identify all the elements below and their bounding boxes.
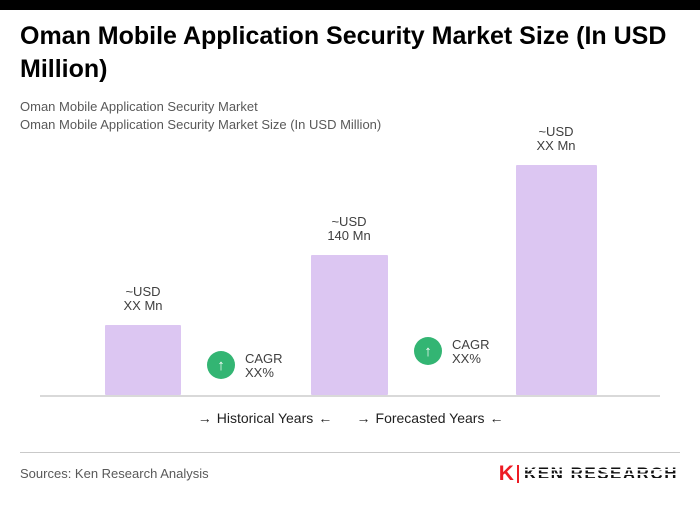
logo-text: KEN RESEARCH xyxy=(523,464,678,483)
chart-subtitle-size: Oman Mobile Application Security Market … xyxy=(20,117,382,132)
logo-wordmark: KEN RESEARCH xyxy=(523,464,679,484)
bar-value-label-current: ~USD 140 Mn xyxy=(327,214,371,243)
bar-value-label-historical: ~USD XX Mn xyxy=(123,284,163,313)
logo-separator xyxy=(516,465,519,483)
bar-current xyxy=(311,255,388,395)
right-arrow-icon: → xyxy=(197,410,212,426)
ken-research-logo: K KEN RESEARCH xyxy=(498,462,679,486)
left-arrow-icon: ← xyxy=(489,410,504,426)
forecasted-years-label: Forecasted Years xyxy=(375,410,485,426)
right-arrow-icon: → xyxy=(356,410,371,426)
bar-historical xyxy=(105,325,181,395)
cagr-up-arrow-icon-2: ↑ xyxy=(414,337,442,365)
chart-subtitle-market: Oman Mobile Application Security Market xyxy=(20,99,258,114)
footer-divider xyxy=(20,452,680,453)
zone-label-forecasted: → Forecasted Years ← xyxy=(345,410,515,426)
historical-years-label: Historical Years xyxy=(216,410,314,426)
logo-k-icon: K xyxy=(498,462,514,485)
cagr-annotation-1: CAGR XX% xyxy=(245,351,283,380)
cagr-annotation-2: CAGR XX% xyxy=(452,337,490,366)
sources-note: Sources: Ken Research Analysis xyxy=(20,466,209,481)
bar-value-label-forecast: ~USD XX Mn xyxy=(536,124,576,153)
bar-forecast xyxy=(516,165,597,395)
up-arrow-icon: ↑ xyxy=(217,356,225,374)
zone-label-historical: → Historical Years ← xyxy=(180,410,350,426)
x-axis-baseline xyxy=(40,395,660,397)
top-accent-bar xyxy=(0,0,700,10)
cagr-up-arrow-icon: ↑ xyxy=(207,351,235,379)
left-arrow-icon: ← xyxy=(318,410,333,426)
up-arrow-icon: ↑ xyxy=(424,342,432,360)
page-title: Oman Mobile Application Security Market … xyxy=(20,22,667,83)
